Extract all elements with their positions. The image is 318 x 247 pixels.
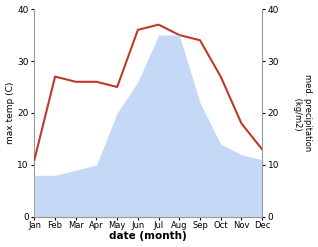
Y-axis label: max temp (C): max temp (C) [5,82,15,144]
X-axis label: date (month): date (month) [109,231,187,242]
Y-axis label: med. precipitation
 (kg/m2): med. precipitation (kg/m2) [293,74,313,152]
